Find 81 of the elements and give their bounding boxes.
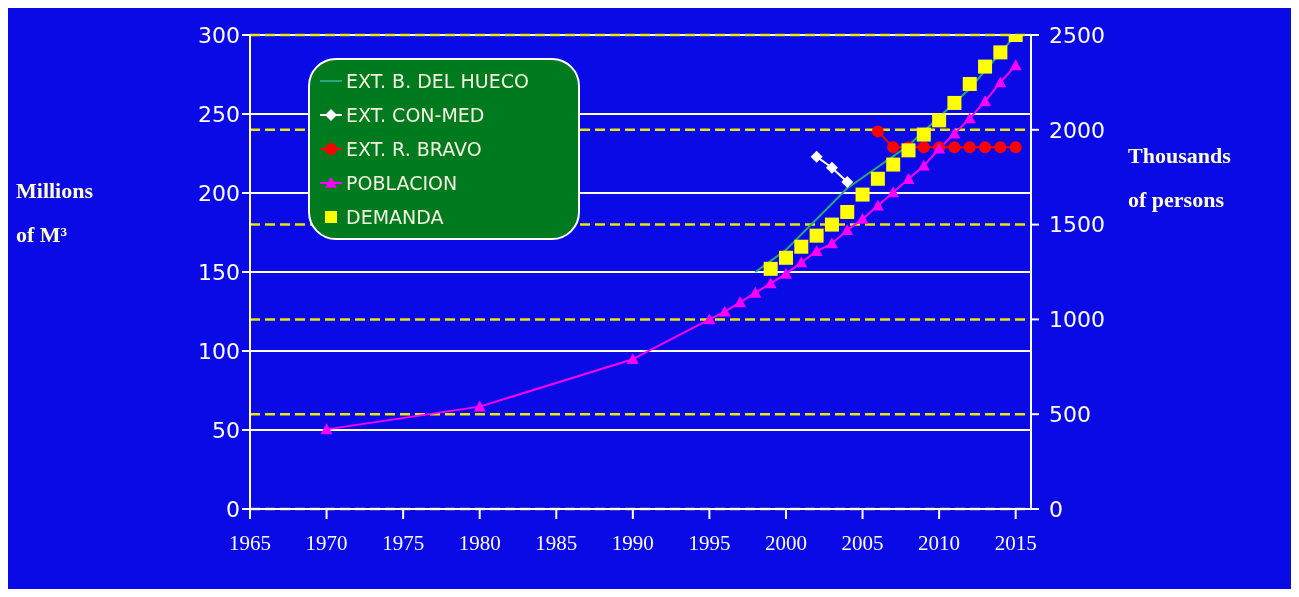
point <box>1009 141 1022 154</box>
point <box>763 261 778 276</box>
x-tick-label: 1985 <box>535 530 578 555</box>
point <box>932 113 947 128</box>
point <box>871 125 884 138</box>
point <box>901 143 916 158</box>
point <box>993 45 1008 60</box>
y-tick-label: 200 <box>198 180 240 206</box>
point <box>703 313 716 325</box>
y2-tick-label: 2000 <box>1049 117 1105 143</box>
point <box>887 141 900 154</box>
y2-tick-label: 1000 <box>1049 307 1105 333</box>
point <box>734 296 747 308</box>
x-tick-label: 1995 <box>688 530 731 555</box>
legend-label: EXT. B. DEL HUECO <box>346 70 529 92</box>
point <box>947 95 962 110</box>
x-tick-label: 1990 <box>611 530 654 555</box>
point <box>886 157 901 172</box>
legend-label: POBLACION <box>346 172 458 194</box>
point <box>764 277 777 289</box>
point <box>841 175 854 188</box>
point <box>917 141 930 154</box>
point <box>979 95 992 107</box>
y2-tick-label: 1500 <box>1049 212 1105 238</box>
y-axis-title: Millions of M³ <box>16 178 94 247</box>
y-tick-label: 100 <box>198 338 240 364</box>
point <box>855 187 870 202</box>
y2-tick-label: 500 <box>1049 402 1091 428</box>
point <box>778 250 793 265</box>
x-tick-label: 2015 <box>994 530 1037 555</box>
point <box>824 217 839 232</box>
x-tick-label: 1965 <box>229 530 271 555</box>
point <box>840 204 855 219</box>
point <box>718 305 731 317</box>
legend-label: EXT. R. BRAVO <box>346 138 482 160</box>
x-tick-label: 2000 <box>764 530 807 555</box>
point <box>841 224 854 236</box>
point <box>871 199 884 211</box>
point <box>978 59 993 74</box>
x-tick-label: 1970 <box>305 530 348 555</box>
point <box>473 400 486 412</box>
y-tick-label: 0 <box>226 496 240 522</box>
point <box>779 267 792 279</box>
point <box>963 112 976 124</box>
y2-tick-label: 0 <box>1049 496 1063 522</box>
x-tick-label: 2005 <box>841 530 884 555</box>
point <box>794 239 809 254</box>
y2-tick-label: 2500 <box>1049 22 1105 48</box>
point <box>902 173 915 184</box>
point <box>795 256 808 268</box>
point <box>809 228 824 243</box>
legend-label: DEMANDA <box>346 206 444 228</box>
point <box>320 423 333 435</box>
point <box>994 141 1007 154</box>
point <box>825 161 838 174</box>
point <box>994 76 1007 88</box>
point <box>917 159 930 171</box>
legend-label: EXT. CON-MED <box>346 104 485 126</box>
point <box>626 353 639 365</box>
point <box>810 150 823 163</box>
point <box>948 127 961 139</box>
point <box>856 212 869 224</box>
x-tick-label: 1975 <box>382 530 425 555</box>
point <box>948 141 961 154</box>
point <box>887 186 900 198</box>
point <box>916 127 931 142</box>
y-tick-label: 300 <box>198 22 240 48</box>
point <box>825 237 838 249</box>
point <box>1009 59 1022 71</box>
point <box>870 171 885 186</box>
y-tick-label: 250 <box>198 101 240 127</box>
point <box>962 76 977 91</box>
point <box>749 286 762 298</box>
x-tick-label: 1980 <box>458 530 501 555</box>
point <box>963 141 976 154</box>
point <box>810 245 823 256</box>
y-tick-label: 50 <box>212 417 240 443</box>
y2-axis-title: Thousands of persons <box>1128 143 1232 212</box>
y-tick-label: 150 <box>198 259 240 285</box>
x-tick-label: 2010 <box>918 530 961 555</box>
point <box>979 141 992 154</box>
